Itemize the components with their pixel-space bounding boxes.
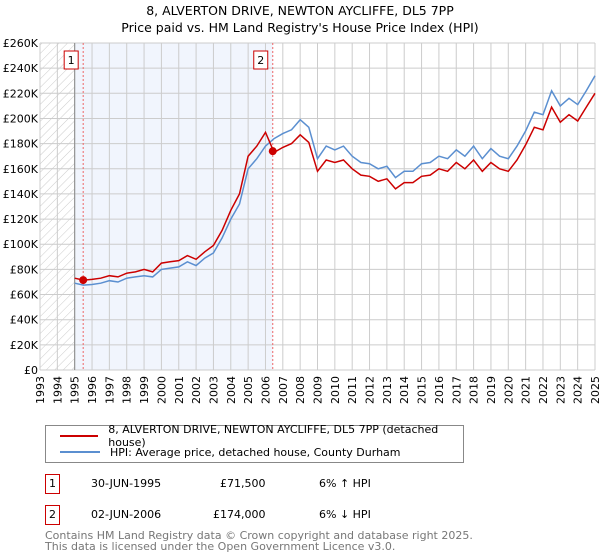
sale-hpi-diff: 6% ↑ HPI <box>319 477 371 490</box>
y-tick-label: £120K <box>3 213 39 226</box>
y-tick-label: £220K <box>3 87 39 100</box>
x-tick-label: 2000 <box>155 376 168 404</box>
footer: Contains HM Land Registry data © Crown c… <box>45 530 473 552</box>
sale-marker-label: 2 <box>45 505 60 525</box>
x-tick-label: 2018 <box>468 376 481 404</box>
x-tick-label: 2006 <box>259 376 272 404</box>
ownership-shade <box>74 43 273 370</box>
y-tick-label: £100K <box>3 238 39 251</box>
sale-marker-box <box>63 50 79 70</box>
x-tick-label: 1994 <box>51 376 64 404</box>
sale-point <box>268 147 277 156</box>
x-tick-label: 1993 <box>34 376 47 404</box>
sale-date: 02-JUN-2006 <box>91 508 162 521</box>
series-line <box>74 92 596 281</box>
x-tick-label: 2004 <box>225 376 238 404</box>
y-tick-label: £180K <box>3 138 39 151</box>
y-tick-label: £200K <box>3 112 39 125</box>
legend-label: 8, ALVERTON DRIVE, NEWTON AYCLIFFE, DL5 … <box>108 423 439 449</box>
series-line <box>74 75 596 286</box>
y-tick-label: £80K <box>10 263 39 276</box>
sale-marker-number: 1 <box>68 54 75 67</box>
x-tick-label: 2003 <box>207 376 220 404</box>
y-tick-label: £40K <box>10 314 39 327</box>
footer-licence: This data is licensed under the Open Gov… <box>45 540 396 553</box>
legend: 8, ALVERTON DRIVE, NEWTON AYCLIFFE, DL5 … <box>45 423 464 463</box>
x-tick-label: 2001 <box>173 376 186 404</box>
legend-swatch-blue <box>60 451 100 453</box>
sale-hpi-diff: 6% ↓ HPI <box>319 508 371 521</box>
line-chart: 1993 1994 1995 1996 1997 1998 1999 2000 2001 2002… <box>3 37 600 404</box>
chart-subtitle: Price paid vs. HM Land Registry's House … <box>121 20 479 35</box>
y-tick-label: £160K <box>3 163 39 176</box>
y-tick-label: £260K <box>3 37 39 50</box>
sale-date: 30-JUN-1995 <box>91 477 162 490</box>
x-tick-label: 1998 <box>121 376 134 404</box>
y-tick-label: £0 <box>24 364 38 377</box>
y-tick-label: £240K <box>3 62 39 75</box>
x-tick-label: 2022 <box>537 376 550 404</box>
x-tick-label: 2025 <box>589 376 600 404</box>
sale-point <box>79 276 88 285</box>
x-tick-label: 2010 <box>329 376 342 404</box>
x-tick-label: 2007 <box>277 376 290 404</box>
x-tick-label: 2014 <box>398 376 411 404</box>
x-tick-label: 2009 <box>312 376 325 404</box>
x-tick-label: 2023 <box>554 376 567 404</box>
legend-label: HPI: Average price, detached house, Coun… <box>110 445 401 459</box>
y-tick-label: £140K <box>3 188 39 201</box>
sale-marker-box <box>253 50 269 70</box>
y-tick-label: £60K <box>10 289 39 302</box>
sale-row-1: 1 30-JUN-1995 £71,500 6% ↑ HPI <box>45 474 545 494</box>
x-tick-label: 1997 <box>103 376 116 404</box>
x-tick-label: 2017 <box>450 376 463 404</box>
sale-marker-number: 2 <box>257 54 264 67</box>
x-tick-label: 2011 <box>346 376 359 404</box>
legend-swatch-red <box>60 435 99 437</box>
sale-price: £174,000 <box>213 508 266 521</box>
x-tick-label: 2005 <box>242 376 255 404</box>
x-tick-label: 2021 <box>520 376 533 404</box>
x-tick-label: 2002 <box>190 376 203 404</box>
legend-item-hpi: HPI: Average price, detached house, Coun… <box>60 444 401 460</box>
x-tick-label: 2012 <box>364 376 377 404</box>
x-tick-label: 2024 <box>572 376 585 404</box>
sale-price: £71,500 <box>220 477 266 490</box>
x-tick-label: 2019 <box>485 376 498 404</box>
y-tick-label: £20K <box>10 339 39 352</box>
footer-copyright: Contains HM Land Registry data © Crown c… <box>45 529 473 542</box>
chart-title: 8, ALVERTON DRIVE, NEWTON AYCLIFFE, DL5 … <box>146 3 454 18</box>
x-tick-label: 1996 <box>86 376 99 404</box>
x-tick-label: 1999 <box>138 376 151 404</box>
sale-marker-label: 1 <box>45 474 60 494</box>
x-tick-label: 2008 <box>294 376 307 404</box>
x-tick-label: 2020 <box>502 376 515 404</box>
sale-row-2: 2 02-JUN-2006 £174,000 6% ↓ HPI <box>45 505 545 525</box>
x-tick-label: 2015 <box>416 376 429 404</box>
x-tick-label: 2013 <box>381 376 394 404</box>
x-tick-label: 1995 <box>69 376 82 404</box>
legend-item-price: 8, ALVERTON DRIVE, NEWTON AYCLIFFE, DL5 … <box>60 423 463 449</box>
x-tick-label: 2016 <box>433 376 446 404</box>
